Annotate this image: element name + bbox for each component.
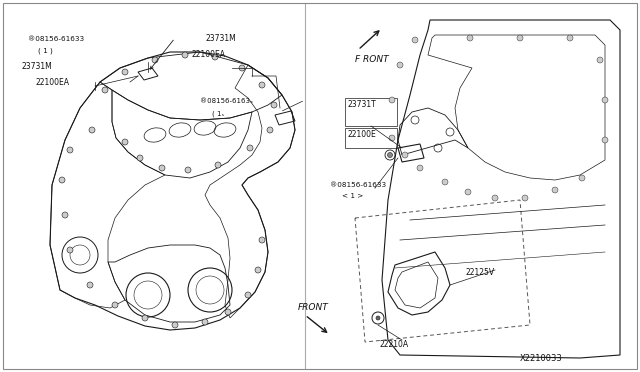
Circle shape [245, 292, 251, 298]
Circle shape [247, 145, 253, 151]
Bar [345, 98, 397, 126]
Circle shape [417, 165, 423, 171]
Circle shape [215, 162, 221, 168]
Circle shape [152, 57, 158, 63]
Circle shape [602, 137, 608, 143]
Circle shape [465, 189, 471, 195]
Text: X2210033: X2210033 [520, 354, 563, 363]
Circle shape [225, 309, 231, 315]
Bar [345, 128, 397, 148]
Text: ®08156-61633: ®08156-61633 [330, 182, 386, 188]
Circle shape [579, 175, 585, 181]
Circle shape [137, 155, 143, 161]
Circle shape [122, 69, 128, 75]
Text: FRONT: FRONT [298, 303, 329, 312]
Circle shape [602, 97, 608, 103]
Text: < 1 >: < 1 > [342, 193, 364, 199]
Circle shape [389, 97, 395, 103]
Circle shape [402, 152, 408, 158]
Text: 22210A: 22210A [380, 340, 409, 349]
Circle shape [112, 302, 118, 308]
Circle shape [172, 322, 178, 328]
Circle shape [255, 267, 261, 273]
Circle shape [267, 127, 273, 133]
Text: 22125V: 22125V [465, 268, 494, 277]
Circle shape [389, 135, 395, 141]
Circle shape [182, 52, 188, 58]
Text: 23731M: 23731M [205, 34, 236, 43]
Circle shape [522, 195, 528, 201]
Circle shape [492, 195, 498, 201]
Circle shape [376, 316, 380, 320]
Circle shape [387, 153, 392, 157]
Circle shape [597, 57, 603, 63]
Circle shape [467, 35, 473, 41]
Circle shape [59, 177, 65, 183]
Circle shape [567, 35, 573, 41]
Text: 22100EA: 22100EA [35, 78, 69, 87]
Text: 23731M: 23731M [22, 62, 52, 71]
Text: ( 1ₛ: ( 1ₛ [212, 110, 224, 116]
Text: ®08156-6163ₓ: ®08156-6163ₓ [200, 98, 253, 104]
Text: 23731T: 23731T [347, 100, 376, 109]
Circle shape [212, 54, 218, 60]
Circle shape [89, 127, 95, 133]
Circle shape [271, 102, 277, 108]
Circle shape [185, 167, 191, 173]
Circle shape [239, 65, 245, 71]
Text: ( 1 ): ( 1 ) [38, 47, 52, 54]
Text: F RONT: F RONT [355, 55, 388, 64]
Circle shape [397, 62, 403, 68]
Text: 22100E: 22100E [347, 130, 376, 139]
Circle shape [259, 237, 265, 243]
Circle shape [142, 315, 148, 321]
Text: 22100EA: 22100EA [192, 50, 226, 59]
Circle shape [67, 247, 73, 253]
Circle shape [259, 82, 265, 88]
Circle shape [517, 35, 523, 41]
Circle shape [102, 87, 108, 93]
Circle shape [442, 179, 448, 185]
Circle shape [159, 165, 165, 171]
Circle shape [62, 212, 68, 218]
Circle shape [412, 37, 418, 43]
Circle shape [552, 187, 558, 193]
Circle shape [202, 319, 208, 325]
Text: ®08156-61633: ®08156-61633 [28, 36, 84, 42]
Circle shape [122, 139, 128, 145]
Circle shape [87, 282, 93, 288]
Circle shape [67, 147, 73, 153]
